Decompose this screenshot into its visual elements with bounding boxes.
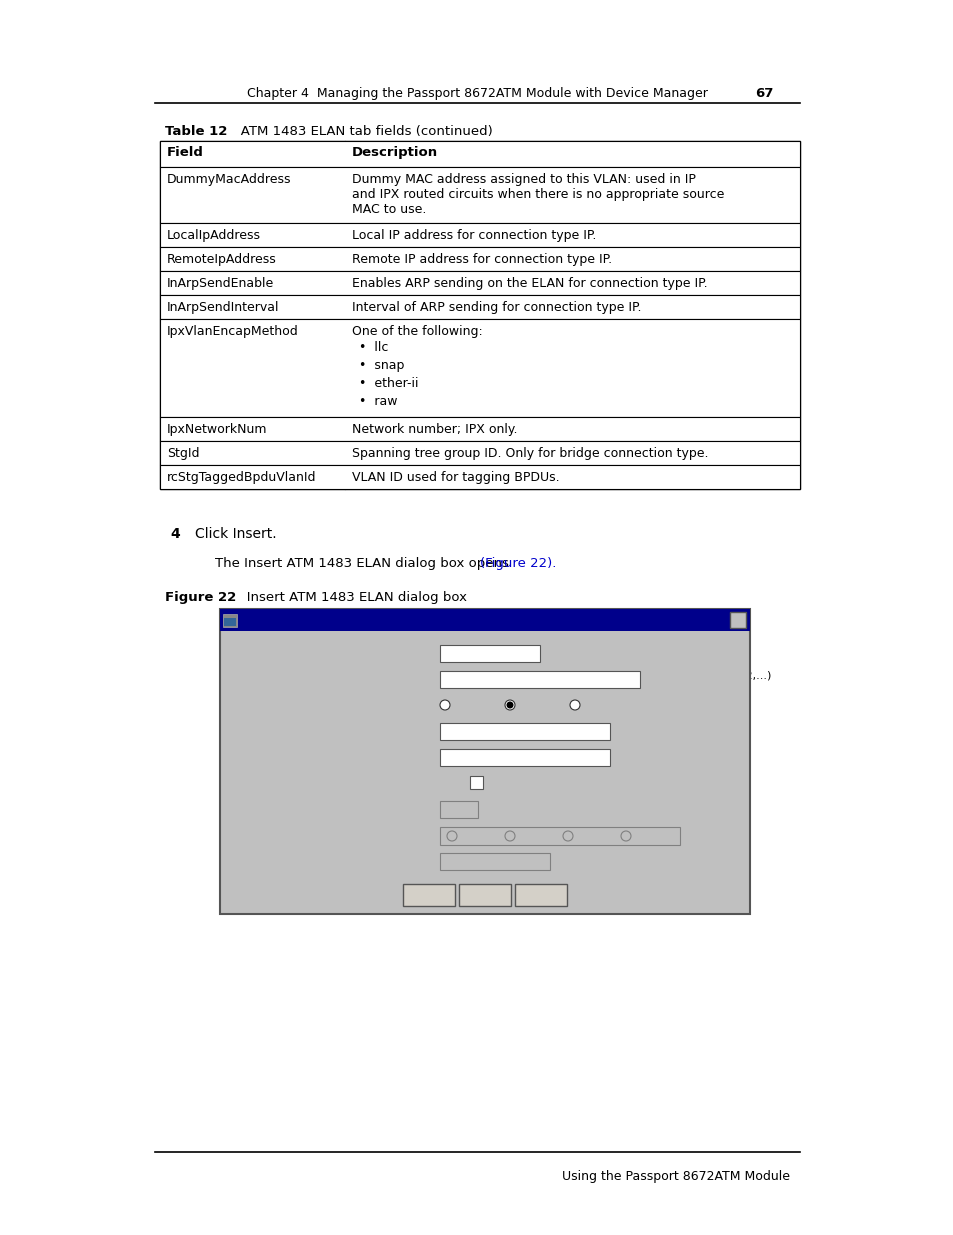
Bar [220,609,749,631]
Text: •  raw: • raw [358,395,397,408]
Circle shape [447,831,456,841]
Bar [458,884,511,906]
Text: raw: raw [634,827,653,837]
Bar [439,748,609,766]
Bar [160,466,800,489]
Circle shape [504,700,515,710]
Text: ATM 1483 ELAN tab fields (continued): ATM 1483 ELAN tab fields (continued) [228,125,493,138]
Text: PvcIds:: PvcIds: [394,671,435,684]
Text: Enables ARP sending on the ELAN for connection type IP.: Enables ARP sending on the ELAN for conn… [352,277,707,290]
Circle shape [569,700,579,710]
Text: RemoteIpAddress: RemoteIpAddress [167,253,276,266]
Text: •  snap: • snap [358,359,404,372]
Text: Spanning tree group ID. Only for bridge connection type.: Spanning tree group ID. Only for bridge … [352,447,708,459]
Text: InArpSendInterval: InArpSendInterval [167,301,279,314]
Bar [160,295,800,319]
Circle shape [439,700,450,710]
Bar [439,853,550,869]
Text: bridged: bridged [453,697,498,710]
Text: •  ether-ii: • ether-ii [358,377,418,390]
Circle shape [562,831,573,841]
Bar [160,224,800,247]
Bar [439,827,679,845]
Circle shape [504,831,515,841]
Text: ether-ii: ether-ii [576,827,613,837]
Text: Table 12: Table 12 [165,125,227,138]
Text: MAC to use.: MAC to use. [352,203,426,216]
Text: 0.60: 0.60 [481,802,507,814]
Text: ConnectType:: ConnectType: [355,697,435,710]
Text: Insert ATM 1483 ELAN dialog box: Insert ATM 1483 ELAN dialog box [233,592,467,604]
Text: RemoteIpAddress:: RemoteIpAddress: [327,748,435,762]
Bar [439,722,609,740]
Text: 1.30: 1.30 [442,673,469,685]
Text: Insert: Insert [411,888,446,902]
Circle shape [507,703,513,708]
Text: 4: 4 [170,527,179,541]
Bar [402,884,455,906]
Bar [439,802,477,818]
Bar [160,247,800,270]
Text: Figure 22: Figure 22 [165,592,236,604]
Text: Close: Close [468,888,501,902]
Text: ipx: ipx [582,697,600,710]
Text: (Figure 22).: (Figure 22). [479,557,556,571]
Text: llc: llc [459,827,471,837]
Text: Help...: Help... [520,888,560,902]
Bar [729,613,745,629]
Text: Using the Passport 8672ATM Module: Using the Passport 8672ATM Module [561,1170,789,1183]
Bar [439,645,539,662]
Bar [160,441,800,466]
Circle shape [620,831,630,841]
Text: InArpSendEnable: InArpSendEnable [167,277,274,290]
Text: ip: ip [517,697,528,710]
Text: IpxVlanEncapMethod:: IpxVlanEncapMethod: [321,827,435,837]
Text: VlanId:: VlanId: [388,645,435,658]
Bar [223,614,236,627]
Bar [439,671,639,688]
Text: 134.177.128.129 - Port 3/1, Insert ATM 1483 ELAN: 134.177.128.129 - Port 3/1, Insert ATM 1… [242,614,575,627]
Bar [515,884,566,906]
Text: One of the following:: One of the following: [352,325,482,338]
Text: StgId: StgId [167,447,199,459]
Text: LocalIpAddress:: LocalIpAddress: [342,722,435,736]
Text: VLAN ID used for tagging BPDUs.: VLAN ID used for tagging BPDUs. [352,471,559,484]
Text: LocalIpAddress: LocalIpAddress [167,228,261,242]
Text: (vpi1.vci1,vpi2.vci2,...): (vpi1.vci1,vpi2.vci2,...) [643,671,771,680]
Text: The Insert ATM 1483 ELAN dialog box opens: The Insert ATM 1483 ELAN dialog box open… [214,557,513,571]
Text: Description: Description [352,146,437,159]
Text: Remote IP address for connection type IP.: Remote IP address for connection type IP… [352,253,612,266]
Bar [160,141,800,489]
Text: and IPX routed circuits when there is no appropriate source: and IPX routed circuits when there is no… [352,188,723,201]
Text: IpxNetworkNum: IpxNetworkNum [167,424,267,436]
Text: IpxVlanEncapMethod: IpxVlanEncapMethod [167,325,298,338]
Text: •  llc: • llc [358,341,388,354]
Text: 67: 67 [754,86,773,100]
Text: rcStgTaggedBpduVlanId: rcStgTaggedBpduVlanId [167,471,316,484]
Text: InArpSendInterval:: InArpSendInterval: [324,802,435,814]
Bar [160,167,800,224]
Bar [160,141,800,167]
Text: x: x [733,615,741,629]
Text: Click Insert.: Click Insert. [194,527,276,541]
Text: Dummy MAC address assigned to this VLAN: used in IP: Dummy MAC address assigned to this VLAN:… [352,173,695,186]
Text: IpxNetworkNum:: IpxNetworkNum: [347,853,435,863]
Text: Chapter 4  Managing the Passport 8672ATM Module with Device Manager: Chapter 4 Managing the Passport 8672ATM … [246,86,707,100]
Text: snap: snap [517,827,542,837]
Bar [160,417,800,441]
Text: Local IP address for connection type IP.: Local IP address for connection type IP. [352,228,596,242]
Bar [160,319,800,417]
Bar [160,270,800,295]
Text: InArpSendEnable: InArpSendEnable [486,776,588,788]
Text: 0..2147483647 (0x0..0x7FFFFFFF): 0..2147483647 (0x0..0x7FFFFFFF) [554,853,730,863]
Bar [220,609,749,914]
Text: Interval of ARP sending for connection type IP.: Interval of ARP sending for connection t… [352,301,640,314]
Text: 2: 2 [442,647,450,659]
Text: DummyMacAddress: DummyMacAddress [167,173,292,186]
Bar [224,618,235,626]
Bar [470,776,482,789]
Text: Network number; IPX only.: Network number; IPX only. [352,424,517,436]
Text: Field: Field [167,146,204,159]
